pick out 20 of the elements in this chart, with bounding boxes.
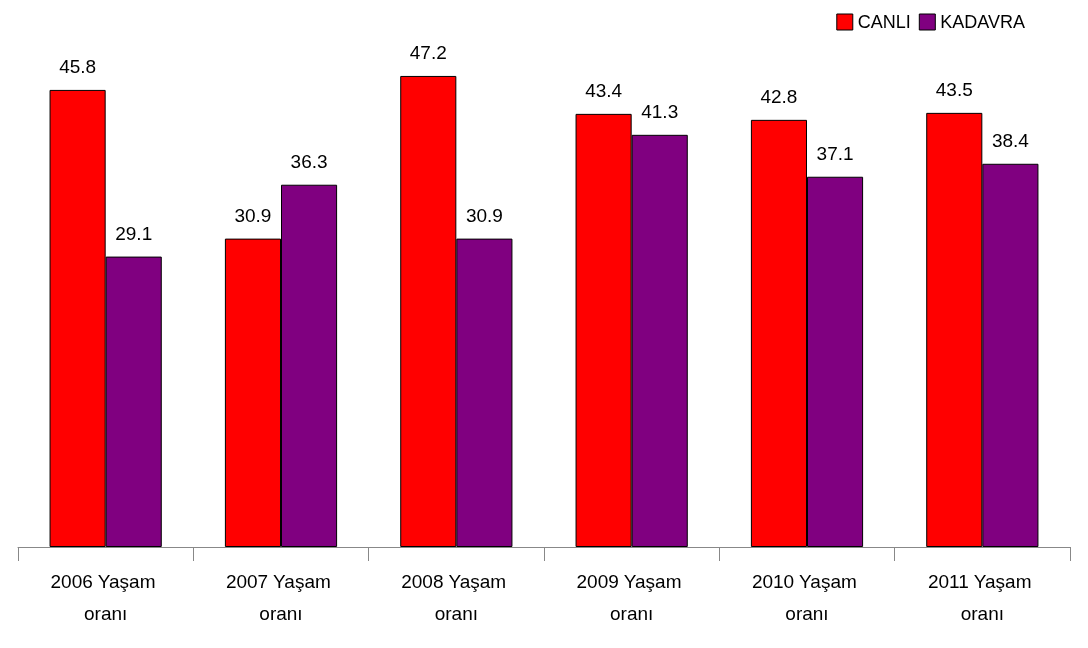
data-label: 42.8 <box>760 85 798 107</box>
data-label: 29.1 <box>115 222 153 244</box>
legend-label: CANLI <box>857 12 911 32</box>
data-label: 43.5 <box>935 78 973 100</box>
data-label: 47.2 <box>409 41 447 63</box>
data-label: 36.3 <box>290 150 328 172</box>
x-tick-label: 2008 Yaşam oranı <box>401 570 512 624</box>
x-tick-label: 2009 Yaşam oranı <box>576 570 687 624</box>
x-tick-label: 2007 Yaşam oranı <box>225 570 337 624</box>
data-label: 30.9 <box>465 204 503 226</box>
data-label: 38.4 <box>991 129 1030 151</box>
data-label: 37.1 <box>816 142 854 164</box>
x-tick-label: 2010 Yaşam oranı <box>751 570 863 624</box>
legend-label: KADAVRA <box>940 12 1026 32</box>
x-tick-label: 2006 Yaşam oranı <box>50 570 161 624</box>
data-label: 45.8 <box>59 55 97 77</box>
data-label: 43.4 <box>585 79 623 101</box>
data-label: 41.3 <box>641 100 679 122</box>
data-label: 30.9 <box>234 204 272 226</box>
x-tick-label: 2011 Yaşam oranı <box>927 570 1037 624</box>
